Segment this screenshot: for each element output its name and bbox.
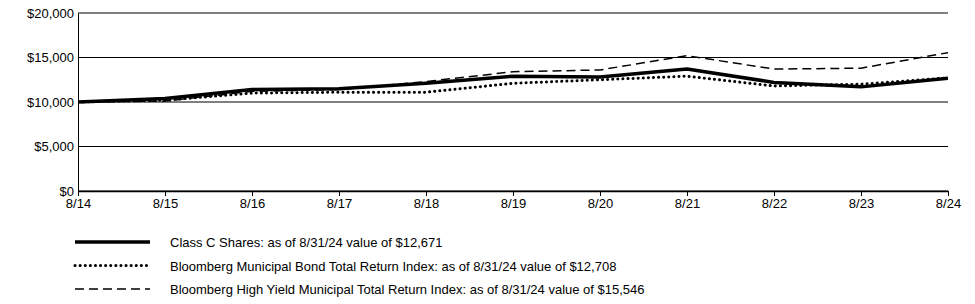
x-tick: 8/15 [153, 191, 178, 211]
y-tick: $15,000 [27, 50, 78, 65]
legend-swatch [75, 240, 150, 244]
grid-line [78, 102, 948, 103]
x-tick-label: 8/19 [501, 196, 526, 211]
y-axis: $0$5,000$10,000$15,000$20,000 [27, 6, 79, 199]
x-tick: 8/14 [66, 191, 91, 211]
x-tick: 8/21 [675, 191, 700, 211]
x-tick-label: 8/17 [327, 196, 352, 211]
y-tick-label: $10,000 [27, 95, 74, 110]
x-tick-label: 8/15 [153, 196, 178, 211]
y-tick-label: $20,000 [27, 6, 74, 21]
x-tick-label: 8/21 [675, 196, 700, 211]
legend-label: Class C Shares: as of 8/31/24 value of $… [170, 235, 442, 250]
x-tick-label: 8/18 [414, 196, 439, 211]
legend: Class C Shares: as of 8/31/24 value of $… [75, 235, 645, 297]
legend-swatch [75, 264, 150, 267]
plot-area [78, 53, 948, 102]
grid-line [78, 57, 948, 58]
legend-label: Bloomberg Municipal Bond Total Return In… [170, 259, 616, 274]
x-tick: 8/19 [501, 191, 526, 211]
y-tick: $10,000 [27, 95, 78, 110]
y-tick-label: $15,000 [27, 50, 74, 65]
x-tick: 8/24 [936, 191, 961, 211]
y-tick: $5,000 [34, 139, 78, 154]
y-tick-label: $5,000 [34, 139, 74, 154]
x-tick-label: 8/24 [936, 196, 961, 211]
x-tick: 8/16 [240, 191, 265, 211]
x-tick: 8/17 [327, 191, 352, 211]
x-tick-label: 8/14 [66, 196, 91, 211]
x-tick: 8/22 [762, 191, 787, 211]
x-tick-label: 8/22 [762, 196, 787, 211]
series-line [78, 76, 948, 102]
legend-swatch [75, 288, 150, 290]
x-axis: 8/14 8/15 8/16 8/17 8/18 8/19 8/20 8/21 8/22 8/23… [66, 191, 961, 211]
x-tick: 8/23 [849, 191, 874, 211]
x-tick-label: 8/16 [240, 196, 265, 211]
x-tick: 8/20 [588, 191, 613, 211]
series-line [78, 53, 948, 102]
x-tick: 8/18 [414, 191, 439, 211]
grid-line [78, 13, 948, 14]
series-line [78, 69, 948, 102]
grid [78, 13, 948, 191]
y-tick: $20,000 [27, 6, 78, 21]
legend-label: Bloomberg High Yield Municipal Total Ret… [170, 282, 645, 297]
chart: $0$5,000$10,000$15,000$20,0008/148/158/1… [0, 0, 975, 304]
grid-line [78, 146, 948, 147]
x-tick-label: 8/23 [849, 196, 874, 211]
x-tick-label: 8/20 [588, 196, 613, 211]
